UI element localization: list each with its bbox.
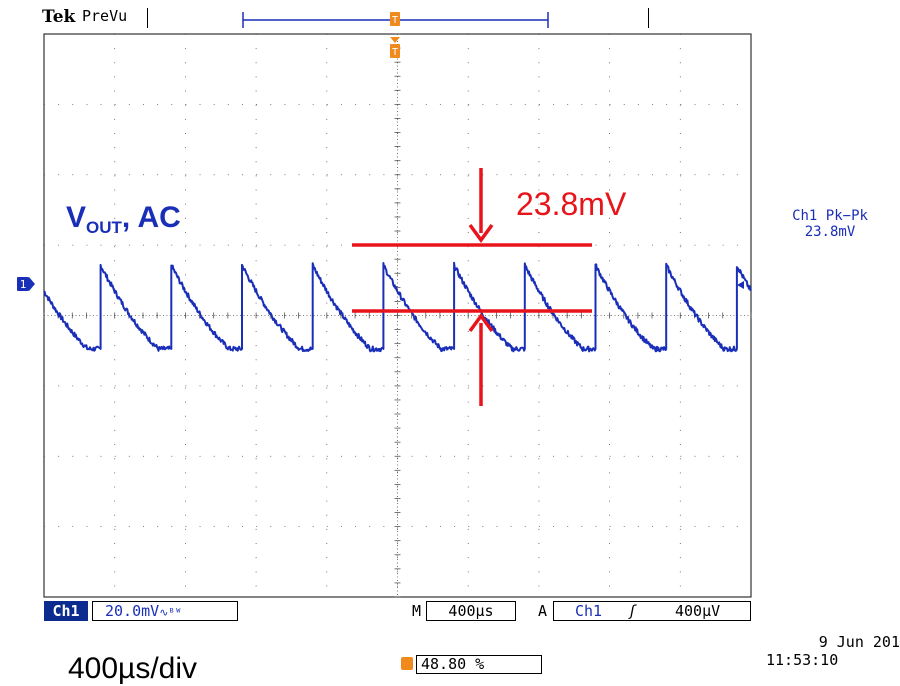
trigger-level-marker — [737, 281, 744, 289]
time-readout: 11:53:10 — [766, 651, 839, 669]
measurement-title: Ch1 Pk−Pk — [792, 208, 868, 224]
trigger-position-readout[interactable]: 48.80 % — [416, 655, 542, 674]
channel-1-scale[interactable]: 20.0mV∿ᴮᵂ — [92, 601, 238, 621]
status-divider — [648, 8, 649, 28]
horizontal-scale[interactable]: 400µs — [426, 601, 516, 621]
channel-scale-value: 20.0mV — [105, 602, 160, 620]
vout-ac-label: VOUT, AC — [66, 200, 181, 246]
vout-label-suffix: , AC — [121, 201, 181, 234]
graticule-grid — [43, 33, 752, 598]
channel-1-marker: 1 — [17, 277, 35, 291]
trigger-settings[interactable] — [553, 601, 751, 621]
rising-edge-icon: ʃ — [628, 602, 638, 620]
trigger-marker-label: T — [392, 15, 398, 26]
ch1-waveform — [43, 261, 752, 353]
tek-logo: Tek — [42, 7, 76, 27]
ripple-annotation — [352, 168, 592, 406]
trigger-source: Ch1 — [575, 602, 603, 620]
vout-label-main: V — [66, 201, 87, 234]
trigger-marker-label: T — [392, 47, 398, 58]
channel-1-marker-label: 1 — [20, 278, 27, 291]
main-timebase-label: M — [412, 602, 422, 620]
timebase-caption: 400µs/div — [68, 652, 198, 685]
vout-label-subscript: OUT — [86, 218, 122, 237]
trigger-position-icon — [401, 657, 413, 670]
trigger-position-marker-top: T — [390, 12, 400, 26]
acquisition-mode: PreVu — [82, 7, 128, 25]
date-readout: 9 Jun 201 — [818, 633, 900, 651]
trigger-position-marker: T — [390, 37, 400, 58]
status-divider — [147, 8, 148, 28]
trigger-level: 400µV — [675, 602, 721, 620]
measurement-value: 23.8mV — [804, 224, 856, 240]
trigger-type-label: A — [538, 602, 548, 620]
coupling-bandwidth-icon: ∿ᴮᵂ — [159, 606, 182, 619]
ripple-value-label: 23.8mV — [516, 186, 627, 222]
ripple-arrow-down-head — [468, 223, 494, 243]
ripple-arrow-up-head — [468, 313, 494, 333]
channel-1-button[interactable]: Ch1 — [44, 601, 88, 621]
